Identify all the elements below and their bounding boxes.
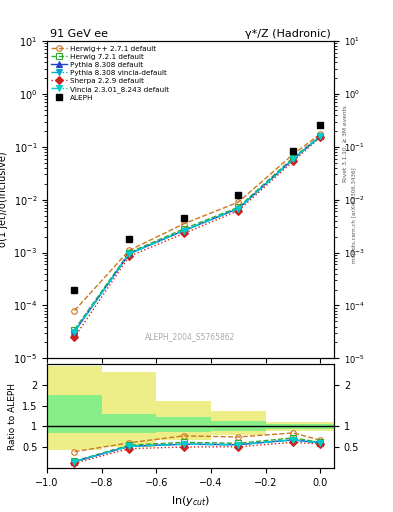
Herwig++ 2.7.1 default [318, 131, 323, 137]
Pythia 8.308 vincia-default [127, 251, 132, 257]
Y-axis label: σ(1 jet)/σ(inclusive): σ(1 jet)/σ(inclusive) [0, 152, 8, 247]
Pythia 8.308 vincia-default [236, 205, 241, 211]
Pythia 8.308 default [127, 251, 132, 257]
Herwig 7.2.1 default [127, 249, 132, 255]
Pythia 8.308 default [182, 227, 186, 233]
Sherpa 2.2.9 default [182, 230, 186, 237]
Pythia 8.308 vincia-default [291, 156, 296, 162]
Herwig 7.2.1 default [291, 155, 296, 161]
Sherpa 2.2.9 default [318, 134, 323, 140]
Legend: Herwig++ 2.7.1 default, Herwig 7.2.1 default, Pythia 8.308 default, Pythia 8.308: Herwig++ 2.7.1 default, Herwig 7.2.1 def… [49, 42, 172, 103]
Herwig++ 2.7.1 default [72, 308, 77, 314]
Pythia 8.308 default [291, 156, 296, 162]
Pythia 8.308 vincia-default [182, 227, 186, 233]
Herwig++ 2.7.1 default [127, 247, 132, 253]
Pythia 8.308 vincia-default [318, 133, 323, 139]
Text: ALEPH_2004_S5765862: ALEPH_2004_S5765862 [145, 332, 236, 340]
Text: γ*/Z (Hadronic): γ*/Z (Hadronic) [246, 29, 331, 39]
Herwig 7.2.1 default [72, 327, 77, 333]
Text: mcplots.cern.ch [arXiv:1306.3436]: mcplots.cern.ch [arXiv:1306.3436] [352, 167, 357, 263]
Text: 91 GeV ee: 91 GeV ee [50, 29, 108, 39]
Sherpa 2.2.9 default [127, 253, 132, 260]
Pythia 8.308 default [72, 329, 77, 335]
Vincia 2.3.01_8.243 default [291, 156, 296, 162]
Line: Pythia 8.308 vincia-default: Pythia 8.308 vincia-default [72, 134, 323, 334]
Line: Herwig 7.2.1 default: Herwig 7.2.1 default [72, 133, 323, 332]
Line: Sherpa 2.2.9 default: Sherpa 2.2.9 default [72, 134, 323, 340]
Vincia 2.3.01_8.243 default [318, 133, 323, 139]
Vincia 2.3.01_8.243 default [182, 227, 186, 233]
Pythia 8.308 vincia-default [72, 329, 77, 335]
Sherpa 2.2.9 default [72, 334, 77, 340]
Text: Rivet 3.1.10, ≥ 3M events: Rivet 3.1.10, ≥ 3M events [343, 105, 348, 182]
Vincia 2.3.01_8.243 default [72, 329, 77, 335]
X-axis label: ln($y_{cut}$): ln($y_{cut}$) [171, 494, 210, 508]
Herwig 7.2.1 default [182, 226, 186, 232]
Herwig 7.2.1 default [236, 204, 241, 210]
Vincia 2.3.01_8.243 default [127, 251, 132, 257]
Herwig++ 2.7.1 default [236, 199, 241, 205]
Y-axis label: Ratio to ALEPH: Ratio to ALEPH [7, 382, 17, 450]
Pythia 8.308 default [318, 133, 323, 139]
Herwig++ 2.7.1 default [182, 221, 186, 227]
Pythia 8.308 default [236, 205, 241, 211]
Line: Herwig++ 2.7.1 default: Herwig++ 2.7.1 default [72, 131, 323, 313]
Sherpa 2.2.9 default [236, 207, 241, 214]
Herwig 7.2.1 default [318, 133, 323, 139]
Line: Pythia 8.308 default: Pythia 8.308 default [72, 134, 323, 334]
Line: Vincia 2.3.01_8.243 default: Vincia 2.3.01_8.243 default [72, 134, 323, 334]
Sherpa 2.2.9 default [291, 158, 296, 164]
Vincia 2.3.01_8.243 default [236, 205, 241, 211]
Herwig++ 2.7.1 default [291, 151, 296, 157]
